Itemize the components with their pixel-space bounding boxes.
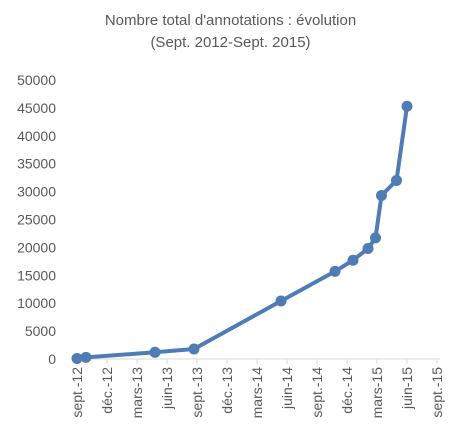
y-tick-label: 0 xyxy=(48,351,56,367)
chart-subtitle: (Sept. 2012-Sept. 2015) xyxy=(150,34,311,51)
data-point xyxy=(370,232,381,244)
x-axis: sept.-12 déc.-12 mars-13 juin-13 sept.-13 déc… xyxy=(69,358,445,419)
x-tick-label: déc.-14 xyxy=(339,367,355,414)
x-tick-label: juin-15 xyxy=(399,367,415,410)
data-point xyxy=(401,100,413,112)
data-point xyxy=(391,174,402,186)
data-point xyxy=(275,295,287,307)
chart-title-block: Nombre total d'annotations : évolution (… xyxy=(0,10,461,54)
y-axis: 0 5000 10000 15000 20000 25000 30000 35000 40000… xyxy=(17,72,56,367)
x-tick-label: déc.-12 xyxy=(99,367,115,414)
data-point xyxy=(71,352,83,364)
data-point xyxy=(362,243,374,255)
y-tick-label: 40000 xyxy=(17,128,56,144)
y-tick-label: 20000 xyxy=(17,239,56,255)
x-tick-label: mars-14 xyxy=(249,367,265,419)
y-tick-label: 5000 xyxy=(25,323,56,339)
data-point xyxy=(188,343,200,355)
y-tick-label: 30000 xyxy=(17,184,56,200)
x-tick-label: juin-13 xyxy=(159,367,175,410)
x-tick-label: juin-14 xyxy=(279,367,295,410)
x-tick-label: sept.-14 xyxy=(309,367,325,418)
x-tick-label: mars-15 xyxy=(369,367,385,419)
y-tick-label: 35000 xyxy=(17,156,56,172)
x-tick-label: déc.-13 xyxy=(219,367,235,414)
data-point xyxy=(329,265,341,277)
plot-area xyxy=(71,100,413,364)
data-point xyxy=(80,351,92,363)
y-tick-label: 45000 xyxy=(17,100,56,116)
y-tick-label: 15000 xyxy=(17,267,56,283)
data-point xyxy=(149,346,161,358)
y-tick-label: 50000 xyxy=(17,72,56,88)
x-tick-label: sept.-12 xyxy=(69,367,85,418)
x-tick-label: sept.-15 xyxy=(429,367,445,418)
x-tick-label: mars-13 xyxy=(129,367,145,419)
data-point xyxy=(347,254,359,266)
y-tick-label: 10000 xyxy=(17,295,56,311)
data-point xyxy=(376,190,387,202)
y-tick-label: 25000 xyxy=(17,212,56,228)
series-line xyxy=(75,104,409,361)
x-tick-label: sept.-13 xyxy=(189,367,205,418)
chart-title: Nombre total d'annotations : évolution xyxy=(104,12,357,29)
